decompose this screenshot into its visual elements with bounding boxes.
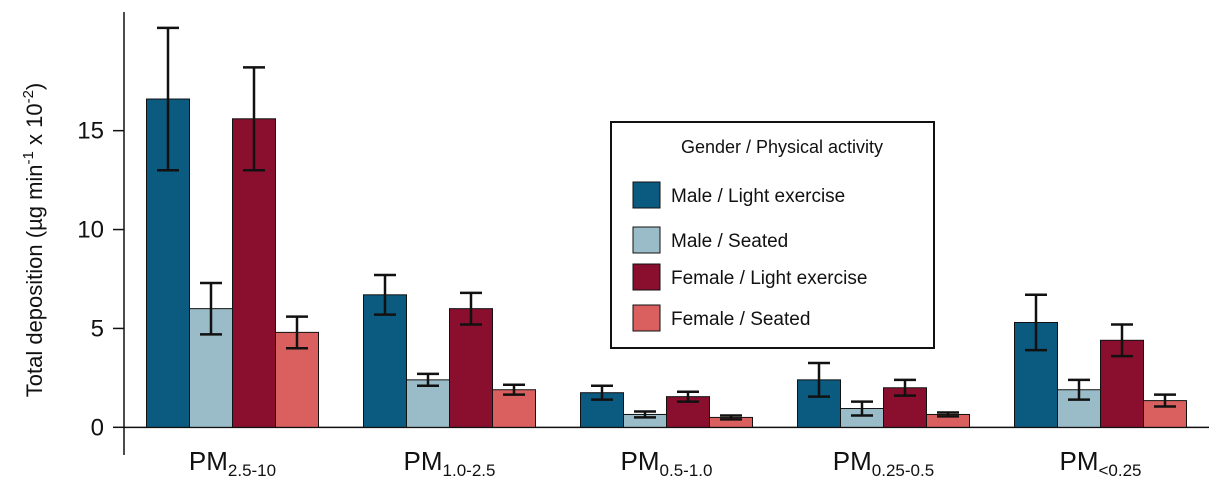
- error-bar: [591, 384, 613, 401]
- y-label-text: ): [22, 83, 47, 90]
- x-label-main: PM: [1059, 446, 1098, 476]
- x-label-sub: 0.5-1.0: [660, 461, 713, 478]
- y-label-text: Total deposition (µg min: [22, 164, 47, 397]
- x-tick-label: PM1.0-2.5: [404, 446, 496, 478]
- error-bar: [677, 390, 699, 403]
- y-axis-label: Total deposition (µg min-1 x 10-2): [20, 83, 47, 398]
- bar: [406, 379, 450, 428]
- x-tick-label: PM<0.25: [1059, 446, 1141, 478]
- y-tick-label: 5: [91, 315, 104, 342]
- legend: Gender / Physical activity: [610, 121, 935, 349]
- error-bar: [243, 66, 265, 172]
- y-tick-label: 15: [77, 118, 104, 145]
- bar: [363, 294, 407, 428]
- legend-label: Female / Seated: [671, 309, 810, 330]
- x-label-sub: 1.0-2.5: [443, 461, 496, 478]
- y-label-superscript: -2: [20, 90, 37, 103]
- error-bar: [894, 378, 916, 397]
- error-bar: [634, 410, 656, 419]
- bar: [449, 308, 493, 428]
- error-bar: [503, 383, 525, 396]
- y-tick-label: 10: [77, 217, 104, 244]
- legend-label: Female / Light exercise: [671, 268, 867, 289]
- legend-label: Male / Seated: [671, 231, 788, 252]
- legend-box: [610, 121, 935, 349]
- y-label-text: x 10: [22, 103, 47, 151]
- error-bar: [808, 361, 830, 398]
- y-label-superscript: -1: [20, 151, 37, 164]
- x-label-main: PM: [189, 446, 228, 476]
- x-tick-label: PM0.5-1.0: [621, 446, 713, 478]
- error-bar: [157, 26, 179, 172]
- legend-swatch: [632, 226, 661, 254]
- error-bar: [200, 281, 222, 336]
- bar: [492, 389, 536, 428]
- error-bar: [1068, 378, 1090, 401]
- error-bar: [1111, 323, 1133, 358]
- error-bar: [460, 291, 482, 326]
- legend-swatch: [632, 181, 661, 209]
- x-label-sub: <0.25: [1098, 461, 1141, 478]
- legend-title: Gender / Physical activity: [681, 137, 883, 157]
- error-bar: [1025, 293, 1047, 352]
- error-bar: [417, 372, 439, 388]
- x-label-sub: 0.25-0.5: [872, 461, 934, 478]
- error-bar: [374, 273, 396, 316]
- x-label-main: PM: [833, 446, 872, 476]
- x-tick-label: PM2.5-10: [189, 446, 276, 478]
- legend-swatch: [632, 304, 661, 332]
- error-bar: [720, 414, 742, 421]
- legend-label: Male / Light exercise: [671, 186, 845, 207]
- error-bar: [851, 400, 873, 417]
- legend-swatch: [632, 263, 661, 291]
- error-bar: [286, 315, 308, 350]
- y-tick-label: 0: [91, 414, 104, 441]
- error-bar: [937, 411, 959, 418]
- x-label-sub: 2.5-10: [228, 461, 276, 478]
- x-label-main: PM: [404, 446, 443, 476]
- x-label-main: PM: [621, 446, 660, 476]
- x-tick-label: PM0.25-0.5: [833, 446, 934, 478]
- error-bar: [1154, 393, 1176, 408]
